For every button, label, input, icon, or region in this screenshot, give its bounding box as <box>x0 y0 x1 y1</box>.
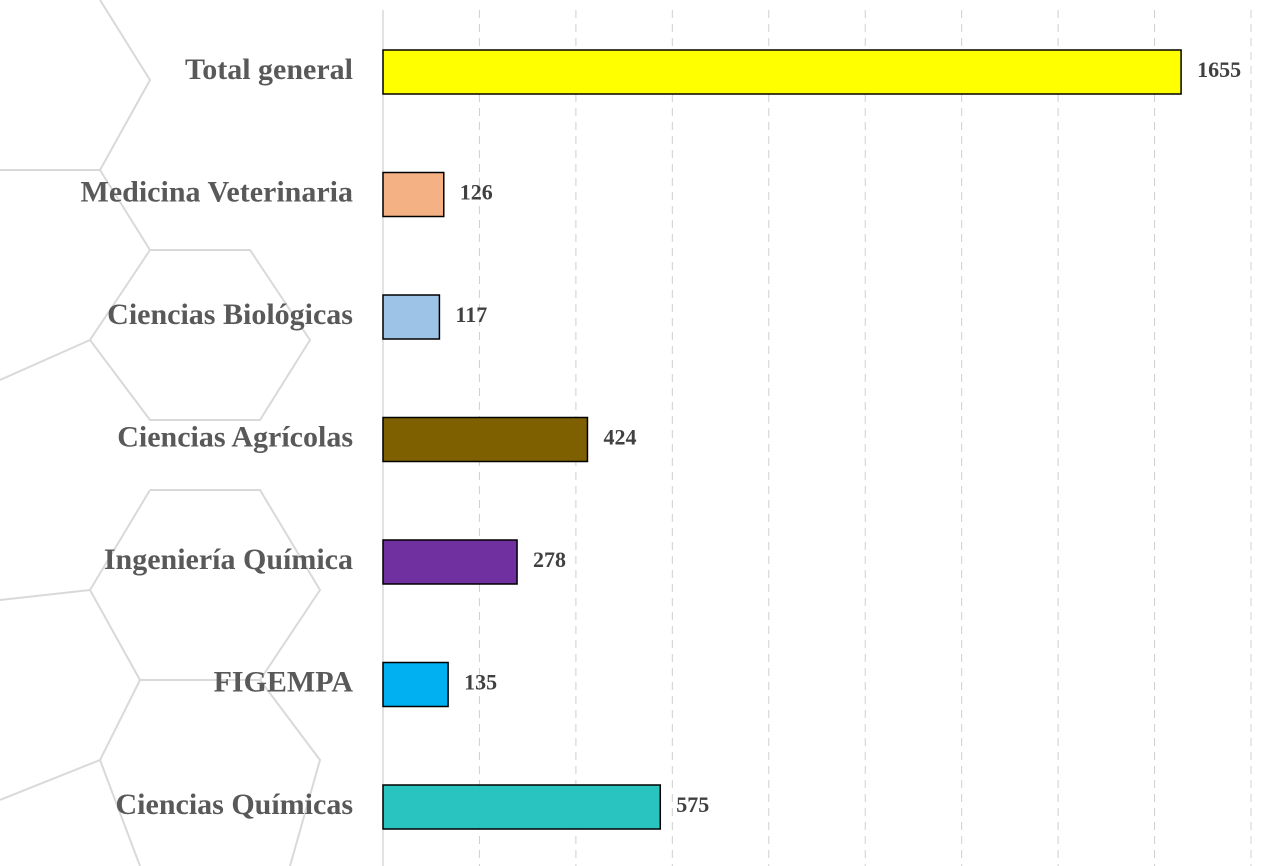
category-label: Medicina Veterinaria <box>81 175 353 208</box>
value-label: 278 <box>533 547 566 572</box>
category-label: Total general <box>185 53 353 86</box>
category-label: FIGEMPA <box>214 665 354 698</box>
bar <box>382 416 589 463</box>
hexagon <box>88 169 312 421</box>
category-label: Ciencias Químicas <box>116 788 354 821</box>
bar <box>382 661 449 708</box>
bar <box>382 49 1182 95</box>
value-label: 126 <box>460 180 493 205</box>
category-label: Ingeniería Química <box>104 543 353 576</box>
background-hexagons <box>0 0 322 866</box>
hexagon <box>88 489 322 681</box>
value-label: 1655 <box>1197 57 1241 82</box>
category-label: Ciencias Biológicas <box>107 298 353 331</box>
hexagon <box>0 759 101 801</box>
value-label: 117 <box>455 302 487 327</box>
value-label: 135 <box>464 670 497 695</box>
bar <box>382 171 445 218</box>
bar <box>382 294 441 340</box>
value-label: 424 <box>603 425 636 450</box>
bar <box>382 784 662 830</box>
bar <box>382 539 518 585</box>
category-label: Ciencias Agrícolas <box>117 420 353 453</box>
hexagon <box>98 679 141 866</box>
value-label: 575 <box>676 792 709 817</box>
hexagon <box>259 679 322 866</box>
hexagon <box>0 589 91 601</box>
hexagon <box>0 339 91 381</box>
hexagon <box>0 0 152 171</box>
